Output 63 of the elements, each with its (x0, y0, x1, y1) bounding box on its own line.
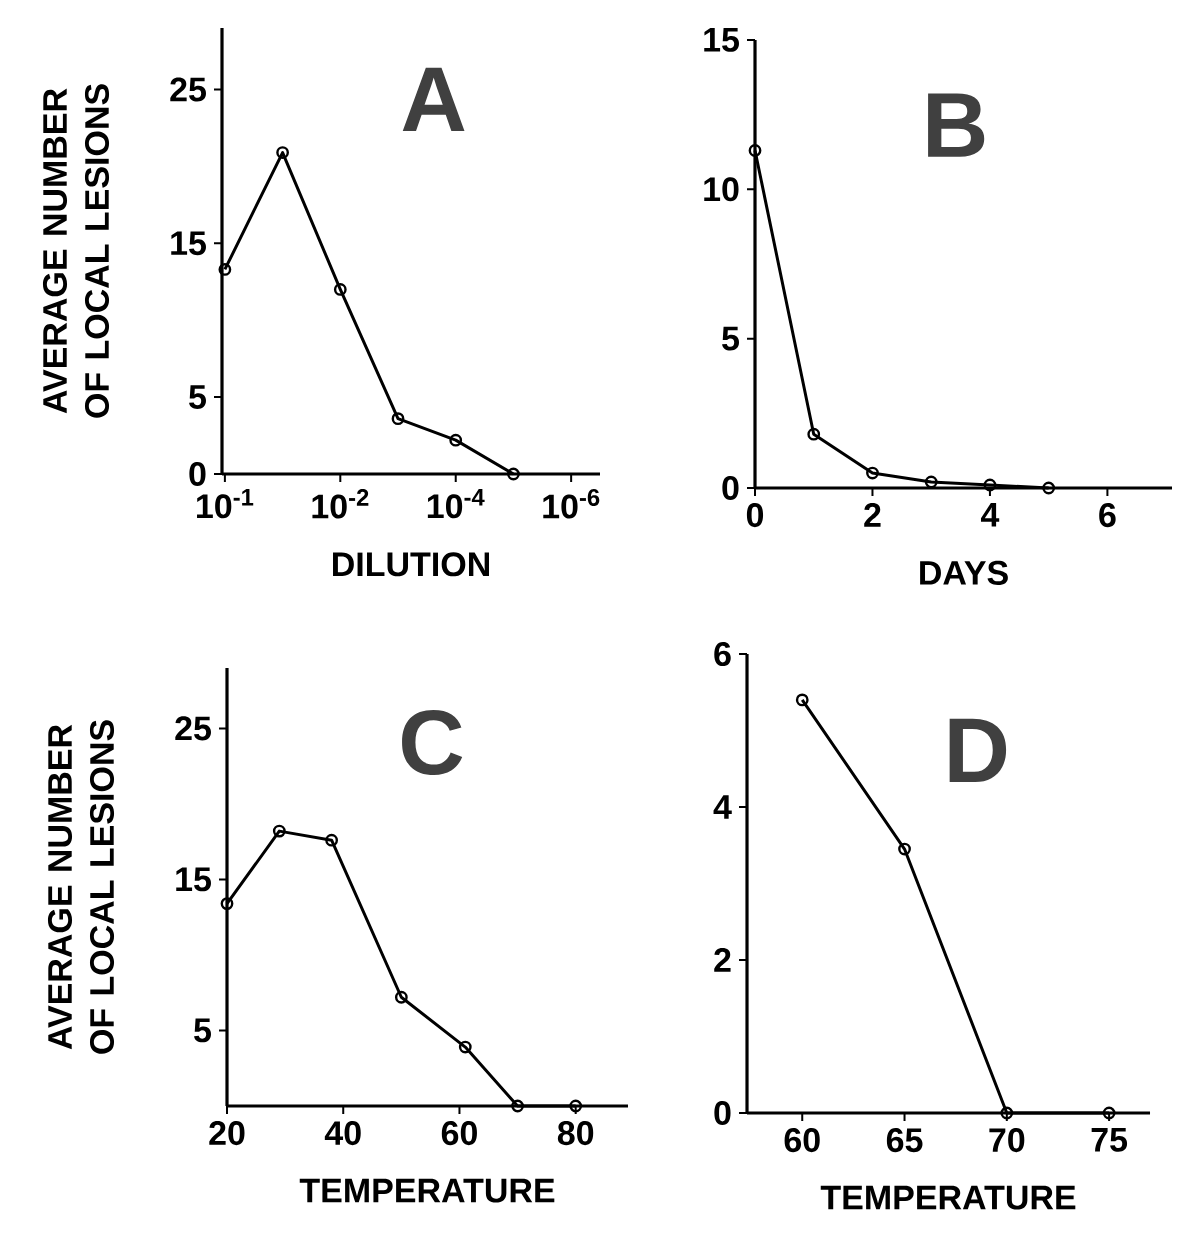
x-tick-label: 60 (784, 1128, 820, 1153)
annotation: D (949, 718, 1007, 783)
point (220, 897, 234, 911)
y-tick-label: 0 (714, 1100, 731, 1126)
x-axis-title: TEMPERATURE (820, 1185, 1076, 1210)
point (272, 824, 286, 838)
annotation: C (402, 709, 463, 776)
x-tick-label: 60 (441, 1121, 477, 1146)
x-tick-label: 10$^{-1}$ (197, 489, 254, 519)
x-axis-title: TEMPERATURE (299, 1178, 555, 1203)
y-tick-label: 6 (714, 641, 731, 667)
x-tick-label: 65 (886, 1128, 923, 1153)
point (1000, 1106, 1014, 1120)
x-tick-label: 0 (746, 503, 764, 528)
y-tick-label: 15 (176, 867, 211, 892)
x-tick-label: 75 (1091, 1128, 1128, 1152)
y-tick-label: 2 (714, 948, 731, 972)
point (276, 146, 289, 159)
point (394, 990, 408, 1004)
y-tick-label: 15 (704, 28, 739, 52)
x-tick-label: 20 (209, 1121, 245, 1146)
y-tick-label: 25 (170, 77, 206, 102)
point (983, 478, 997, 492)
x-tick-label: 10$^{-6}$ (543, 489, 600, 519)
x-tick-label: 80 (557, 1121, 594, 1146)
point (507, 467, 520, 481)
annotation: A (402, 67, 465, 131)
x-axis-title: DILUTION (333, 552, 489, 577)
point (458, 1040, 472, 1054)
point (333, 283, 347, 296)
y-tick-label: 15 (171, 231, 206, 256)
x-tick-label: 4 (980, 503, 1000, 527)
point (795, 693, 809, 707)
annotation: B (928, 93, 985, 157)
point (1042, 481, 1056, 495)
point (325, 833, 339, 847)
x-tick-label: 2 (864, 503, 881, 527)
point (511, 1099, 524, 1113)
point (866, 466, 879, 480)
point (807, 427, 821, 441)
y-axis-title: AVERAGE NUMBER OF LOCAL LESIONS (47, 720, 115, 1054)
x-tick-label: 70 (989, 1128, 1025, 1153)
y-tick-label: 5 (194, 1018, 211, 1043)
point (391, 412, 405, 426)
y-tick-label: 5 (722, 326, 740, 351)
y-tick-label: 4 (713, 795, 732, 819)
point (569, 1099, 583, 1113)
y-tick-label: 5 (189, 385, 206, 409)
x-tick-label: 40 (324, 1121, 361, 1146)
y-tick-label: 10 (704, 177, 739, 202)
x-tick-label: 6 (1099, 503, 1116, 528)
y-axis-title: AVERAGE NUMBER OF LOCAL LESIONS (42, 84, 110, 418)
point (898, 842, 911, 856)
point (1102, 1106, 1116, 1120)
point (449, 433, 463, 447)
x-tick-label: 10$^{-4}$ (427, 489, 485, 519)
y-tick-label: 25 (175, 716, 211, 741)
point (218, 263, 232, 276)
point (924, 475, 938, 489)
point (748, 144, 762, 157)
x-tick-label: 10$^{-2}$ (312, 489, 369, 519)
x-axis-title: DAYS (920, 560, 1008, 585)
y-tick-label: 0 (189, 461, 206, 487)
